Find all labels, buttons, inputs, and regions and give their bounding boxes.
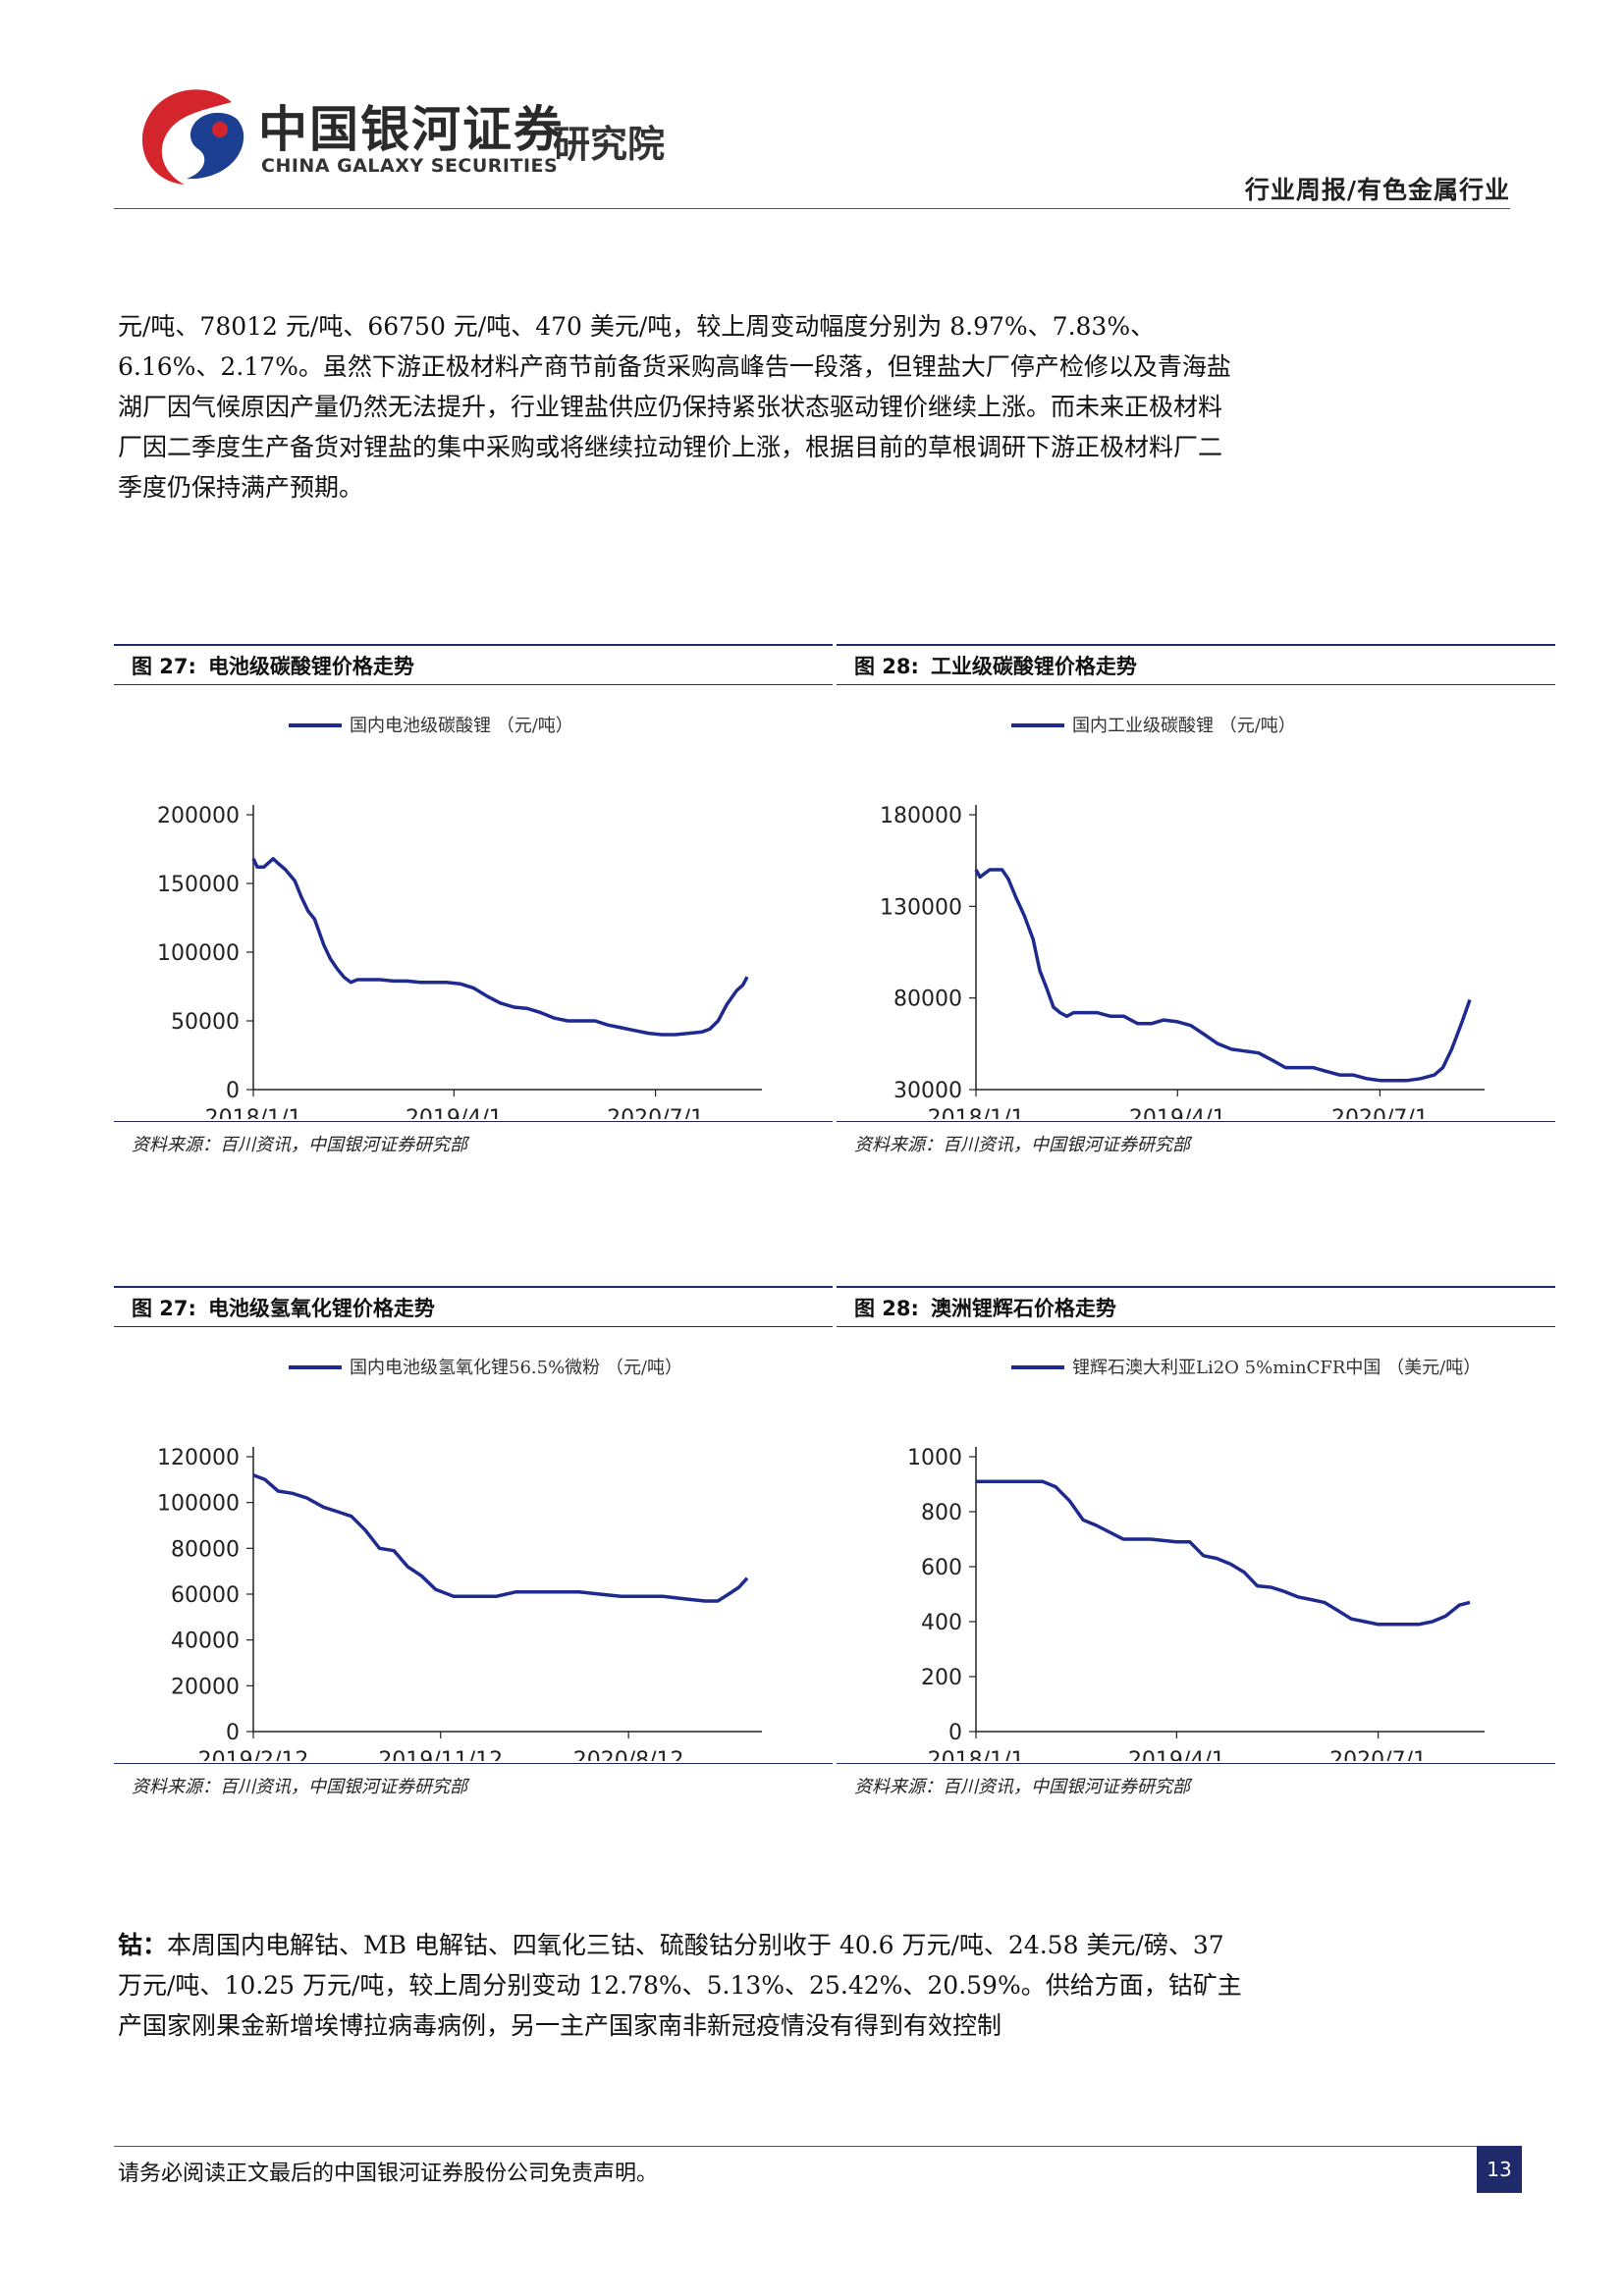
y-tick-label: 180000	[880, 804, 962, 828]
source-divider	[114, 1763, 833, 1764]
figure-source: 资料来源：百川资讯，中国银河证券研究部	[132, 1777, 467, 1797]
y-tick-label: 200	[921, 1666, 962, 1690]
paragraph-text: 本周国内电解钴、MB 电解钴、四氧化三钴、硫酸钴分别收于 40.6 万元/吨、2…	[118, 1931, 1242, 2040]
source-divider	[837, 1763, 1555, 1764]
logo-english-name: CHINA GALAXY SECURITIES	[261, 155, 559, 177]
y-tick-label: 0	[226, 1721, 240, 1745]
x-tick-label: 2020/7/1	[1331, 1106, 1429, 1119]
galaxy-swoosh-icon	[141, 89, 244, 185]
figure-number: 图 28:	[854, 1297, 919, 1320]
company-logo: 中国银河证券 研究院 CHINA GALAXY SECURITIES	[135, 80, 725, 193]
logo-institute: 研究院	[553, 123, 666, 166]
figure-caption: 电池级碳酸锂价格走势	[207, 655, 414, 678]
figure-source: 资料来源：百川资讯，中国银河证券研究部	[132, 1135, 467, 1155]
figure-number: 图 27:	[132, 1297, 196, 1320]
body-paragraph-2: 钴：本周国内电解钴、MB 电解钴、四氧化三钴、硫酸钴分别收于 40.6 万元/吨…	[118, 1925, 1242, 2046]
series-line	[976, 1479, 1471, 1627]
y-tick-label: 130000	[880, 895, 962, 920]
body-paragraph-1: 元/吨、78012 元/吨、66750 元/吨、470 美元/吨，较上周变动幅度…	[118, 312, 1231, 502]
x-tick-label: 2018/1/1	[928, 1748, 1025, 1761]
figure-number: 图 28:	[854, 655, 919, 678]
y-tick-label: 80000	[171, 1537, 240, 1562]
legend-label: 国内电池级氢氧化锂56.5%微粉 （元/吨）	[350, 1358, 682, 1378]
report-type: 行业周报/有色金属行业	[1244, 176, 1510, 204]
figure-caption: 工业级碳酸锂价格走势	[930, 655, 1137, 678]
x-tick-label: 2019/4/1	[1129, 1106, 1226, 1119]
series-line	[974, 868, 1472, 1083]
y-tick-label: 40000	[171, 1629, 240, 1654]
figure-industrial-lithium-carbonate: 图 28: 工业级碳酸锂价格走势 国内工业级碳酸锂 （元/吨） 30000 80000…	[837, 644, 1555, 1156]
x-tick-label: 2018/1/1	[205, 1106, 302, 1119]
header-divider	[114, 208, 1510, 209]
y-tick-label: 0	[948, 1721, 962, 1745]
y-tick-label: 1000	[907, 1446, 962, 1470]
paragraph-lead: 钴：	[118, 1931, 168, 1959]
line-chart: 国内电池级碳酸锂 （元/吨） 0 50000 100000 150000 200000 20…	[157, 716, 762, 1119]
figure-title: 图 27: 电池级氢氧化锂价格走势	[114, 1286, 833, 1327]
y-tick-label: 50000	[171, 1010, 240, 1035]
x-tick-label: 2020/7/1	[607, 1106, 704, 1119]
figure-australian-spodumene: 图 28: 澳洲锂辉石价格走势 锂辉石澳大利亚Li2O 5%minCFR中国 （美…	[837, 1286, 1555, 1798]
x-tick-label: 2020/7/1	[1329, 1748, 1427, 1761]
y-tick-label: 30000	[893, 1079, 962, 1103]
y-tick-label: 100000	[157, 1492, 240, 1517]
x-tick-label: 2018/1/1	[928, 1106, 1025, 1119]
footer-disclaimer: 请务必阅读正文最后的中国银河证券股份公司免责声明。	[118, 2162, 659, 2186]
line-chart: 国内电池级氢氧化锂56.5%微粉 （元/吨） 0 20000 40000 60000 80…	[157, 1358, 762, 1761]
y-tick-label: 100000	[157, 941, 240, 966]
y-tick-label: 60000	[171, 1583, 240, 1608]
line-chart: 锂辉石澳大利亚Li2O 5%minCFR中国 （美元/吨） 0 200 400 600 8…	[907, 1358, 1485, 1761]
x-tick-label: 2019/2/12	[198, 1748, 309, 1761]
figure-caption: 电池级氢氧化锂价格走势	[207, 1297, 435, 1320]
source-divider	[114, 1121, 833, 1122]
legend-label: 国内电池级碳酸锂 （元/吨）	[350, 716, 573, 736]
figure-caption: 澳洲锂辉石价格走势	[930, 1297, 1116, 1320]
figure-title: 图 27: 电池级碳酸锂价格走势	[114, 644, 833, 685]
y-tick-label: 20000	[171, 1675, 240, 1699]
x-tick-label: 2019/11/12	[378, 1748, 503, 1761]
series-line	[252, 1473, 749, 1603]
y-tick-label: 120000	[157, 1446, 240, 1470]
figure-battery-lithium-carbonate: 图 27: 电池级碳酸锂价格走势 国内电池级碳酸锂 （元/吨） 0 50000 1000…	[114, 644, 833, 1156]
logo-chinese-name: 中国银河证券	[258, 101, 565, 158]
footer-divider	[114, 2146, 1510, 2147]
y-tick-label: 600	[921, 1556, 962, 1580]
figure-title: 图 28: 工业级碳酸锂价格走势	[837, 644, 1555, 685]
figure-number: 图 27:	[132, 655, 196, 678]
figure-source: 资料来源：百川资讯，中国银河证券研究部	[854, 1135, 1190, 1155]
series-line	[251, 857, 749, 1037]
figure-source: 资料来源：百川资讯，中国银河证券研究部	[854, 1777, 1190, 1797]
figure-battery-lithium-hydroxide: 图 27: 电池级氢氧化锂价格走势 国内电池级氢氧化锂56.5%微粉 （元/吨） 0…	[114, 1286, 833, 1798]
y-tick-label: 200000	[157, 804, 240, 828]
page-number: 13	[1477, 2146, 1522, 2193]
y-tick-label: 400	[921, 1611, 962, 1635]
y-tick-label: 800	[921, 1501, 962, 1525]
y-tick-label: 80000	[893, 988, 962, 1012]
line-chart: 国内工业级碳酸锂 （元/吨） 30000 80000 130000 180000 2018…	[880, 716, 1485, 1119]
figure-title: 图 28: 澳洲锂辉石价格走势	[837, 1286, 1555, 1327]
y-tick-label: 0	[226, 1079, 240, 1103]
x-tick-label: 2019/4/1	[1128, 1748, 1225, 1761]
x-tick-label: 2020/8/12	[573, 1748, 684, 1761]
legend-label: 锂辉石澳大利亚Li2O 5%minCFR中国 （美元/吨）	[1072, 1358, 1481, 1378]
y-tick-label: 150000	[157, 873, 240, 897]
x-tick-label: 2019/4/1	[406, 1106, 503, 1119]
source-divider	[837, 1121, 1555, 1122]
legend-label: 国内工业级碳酸锂 （元/吨）	[1072, 716, 1296, 736]
